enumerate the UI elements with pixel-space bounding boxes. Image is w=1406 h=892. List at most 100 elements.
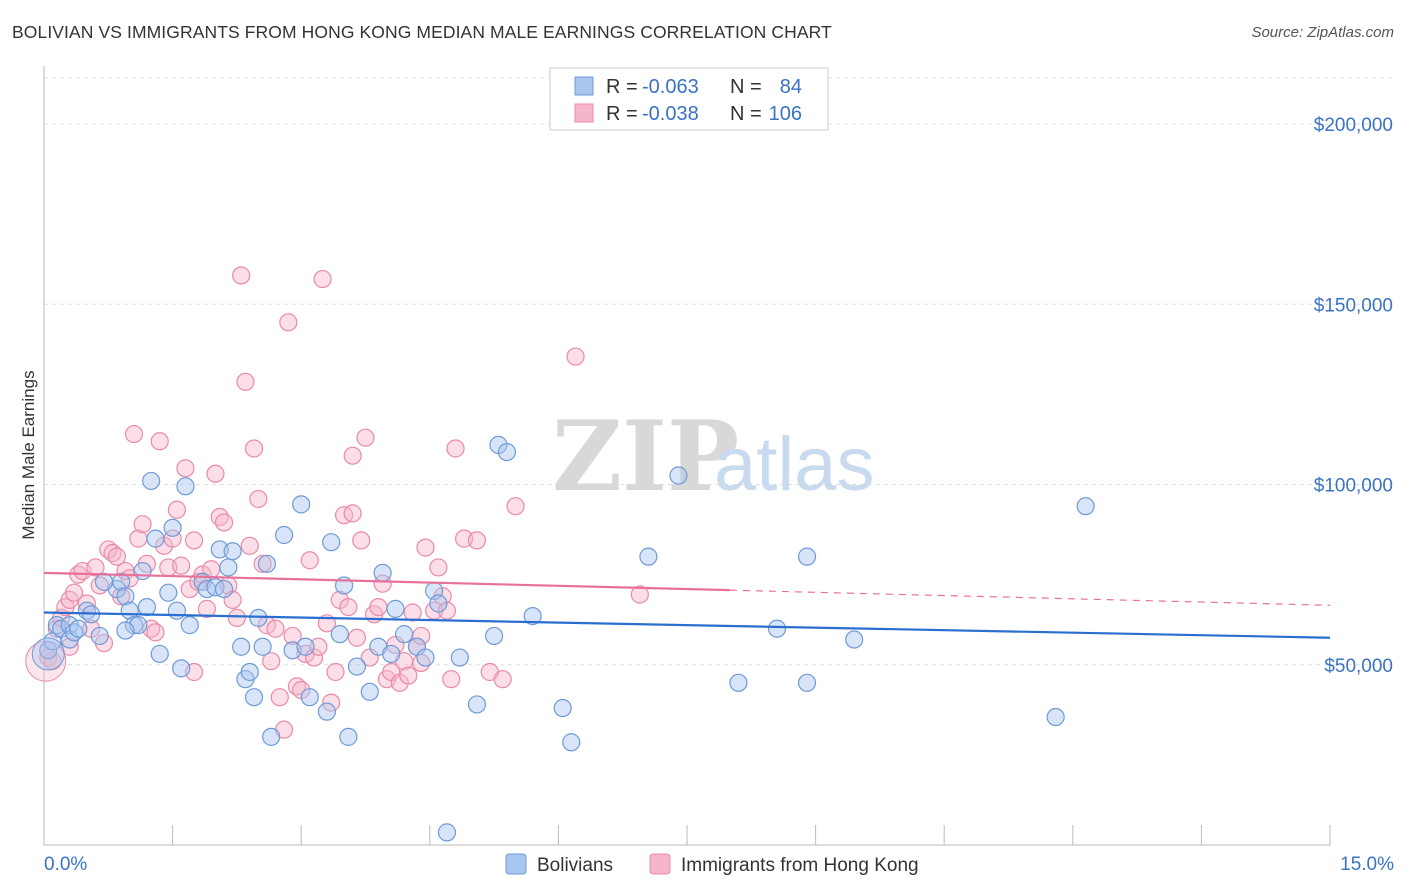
hong-kong-point <box>352 531 371 550</box>
y-tick-label: $50,000 <box>1324 656 1393 677</box>
hong-kong-point <box>146 623 165 642</box>
hong-kong-point <box>403 603 422 622</box>
hong-kong-point <box>266 619 285 638</box>
bolivians-point <box>386 599 405 618</box>
bolivians-point <box>1076 497 1095 516</box>
bolivians-point <box>69 619 88 638</box>
legend-r-label-1: R = <box>606 76 638 98</box>
bolivians-point <box>244 688 264 707</box>
legend-n-label-2: N = <box>730 103 762 125</box>
bolivians-point-cluster <box>31 637 65 671</box>
y-tick-label: $100,000 <box>1314 476 1393 497</box>
hong-kong-point <box>249 489 268 509</box>
hong-kong-point <box>236 372 255 391</box>
hong-kong-point-cluster <box>25 640 67 682</box>
bottom-legend-swatch-hong-kong <box>649 853 671 875</box>
hong-kong-point <box>176 459 195 478</box>
bolivians-point <box>214 579 234 599</box>
legend-n-value-2: 106 <box>769 103 802 125</box>
bolivians-point <box>322 533 341 552</box>
bolivians-point <box>347 657 367 676</box>
bottom-legend: Bolivians Immigrants from Hong Kong <box>505 853 919 876</box>
hong-kong-point <box>347 628 367 647</box>
bolivians-point <box>437 823 457 842</box>
hong-kong-point <box>313 269 332 289</box>
bolivians-point <box>845 630 864 649</box>
legend-n-value-1: 84 <box>780 76 802 98</box>
hong-kong-point <box>232 266 251 285</box>
source-label: Source: ZipAtlas.com <box>1251 24 1394 41</box>
x-tick-label-max: 15.0% <box>1340 854 1394 875</box>
series-bolivians-points <box>31 435 1095 842</box>
bolivians-point <box>360 682 379 701</box>
bolivians-point <box>429 594 448 613</box>
hong-kong-point <box>133 515 152 534</box>
bolivians-point <box>253 637 272 656</box>
bolivians-point <box>330 625 349 644</box>
bolivians-point <box>219 558 238 577</box>
hong-kong-point <box>270 688 289 707</box>
bolivians-point <box>116 587 135 606</box>
bolivians-point <box>373 563 392 582</box>
hong-kong-point <box>253 554 272 573</box>
bolivians-point <box>292 495 311 514</box>
bolivians-point <box>163 518 182 537</box>
bolivians-point <box>669 466 688 485</box>
hong-kong-point <box>172 556 191 575</box>
hong-kong-point <box>279 313 298 332</box>
hong-kong-point <box>300 551 319 570</box>
hong-kong-point <box>630 585 649 604</box>
bolivians-point <box>296 637 315 656</box>
bolivians-point <box>767 619 787 638</box>
axes <box>43 66 1331 846</box>
legend-r-value-2: -0.038 <box>642 103 699 125</box>
hong-kong-point <box>150 432 169 451</box>
bolivians-point <box>497 442 517 462</box>
hong-kong-point <box>193 565 212 584</box>
bolivians-point <box>339 727 358 746</box>
hong-kong-point <box>369 597 388 617</box>
bottom-legend-label-hong-kong: Immigrants from Hong Kong <box>681 855 919 876</box>
bolivians-point <box>639 547 658 566</box>
hong-kong-point <box>442 670 461 689</box>
stats-legend: R = -0.063 N = 84 R = -0.038 N = 106 <box>549 67 829 131</box>
bolivians-point <box>124 616 144 635</box>
bolivians-point <box>180 616 199 635</box>
hong-kong-point <box>429 558 448 577</box>
gridlines <box>44 77 1395 666</box>
hong-kong-point <box>493 670 512 689</box>
hong-kong-point <box>356 428 375 447</box>
hong-kong-point <box>262 652 281 671</box>
hong-kong-point <box>467 531 487 550</box>
bolivians-point <box>137 597 156 617</box>
hong-kong-point <box>124 424 144 444</box>
bolivians-point <box>394 625 414 644</box>
stats-legend-box <box>549 67 829 131</box>
hong-kong-point <box>566 347 585 366</box>
bolivians-point <box>223 542 242 561</box>
bottom-legend-label-bolivians: Bolivians <box>537 855 613 876</box>
y-tick-labels: $50,000 $100,000 $150,000 $200,000 <box>1314 115 1393 677</box>
bolivians-point <box>467 695 487 714</box>
bolivians-point <box>797 673 817 692</box>
bolivians-trend-line <box>43 611 1331 639</box>
bolivians-point <box>133 561 152 581</box>
bolivians-point <box>150 644 169 664</box>
hong-kong-point <box>343 504 362 523</box>
bolivians-point <box>317 702 337 721</box>
bolivians-point <box>729 673 748 692</box>
bolivians-point <box>450 648 469 667</box>
hong-kong-point <box>506 497 525 516</box>
hong-kong-point <box>167 500 186 519</box>
hong-kong-point <box>343 446 362 465</box>
chart-title: BOLIVIAN VS IMMIGRANTS FROM HONG KONG ME… <box>12 22 832 42</box>
hong-kong-point <box>214 513 234 532</box>
bolivians-point <box>382 644 401 664</box>
bolivians-point <box>416 648 435 667</box>
x-tick-label-min: 0.0% <box>44 854 87 875</box>
hong-kong-point <box>64 583 84 602</box>
hong-kong-point <box>184 531 204 550</box>
bolivians-point <box>553 698 572 718</box>
bolivians-point <box>262 727 281 746</box>
